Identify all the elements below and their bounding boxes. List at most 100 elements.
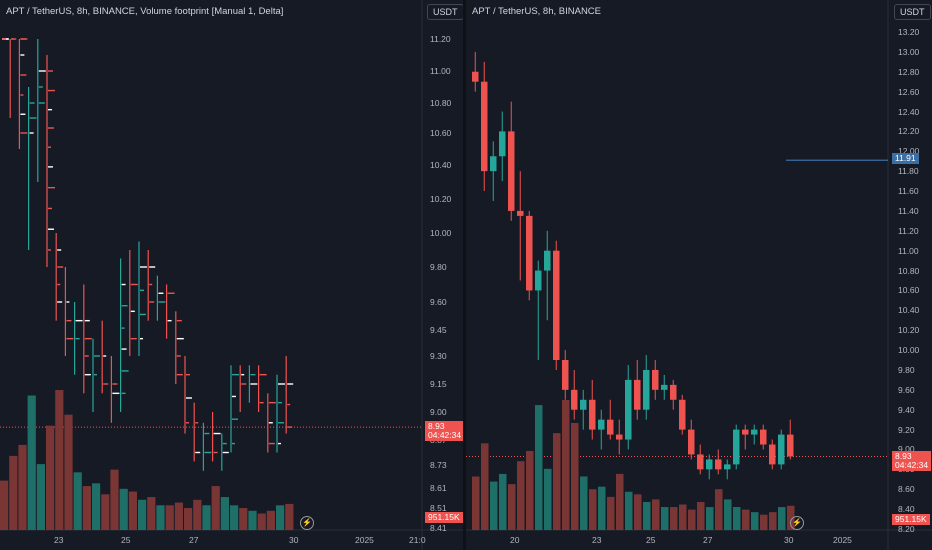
left-last-price-tag: 8.93 04:42:34 <box>425 421 465 441</box>
volume-bar <box>248 510 257 530</box>
price-tick-label: 8.61 <box>430 483 447 493</box>
volume-bar <box>239 508 248 530</box>
candle-body <box>706 459 713 470</box>
volume-bar <box>625 491 633 530</box>
price-tick-label: 12.00 <box>898 146 920 157</box>
price-tick-label: 9.15 <box>430 379 447 389</box>
volume-bar <box>661 507 669 530</box>
volume-bar <box>679 504 687 530</box>
candle-body <box>562 360 569 390</box>
volume-bar <box>589 489 597 530</box>
candle-body <box>742 429 749 435</box>
volume-bar <box>36 464 45 530</box>
candle-body <box>481 81 488 172</box>
candle-body <box>553 250 560 361</box>
price-tick-label: 9.40 <box>898 404 915 415</box>
time-tick-label: 23 <box>54 535 64 545</box>
footprint-chart-canvas[interactable] <box>0 0 464 550</box>
price-tick-label: 10.80 <box>898 265 920 276</box>
time-tick-label: 23 <box>592 535 602 545</box>
price-tick-label: 8.41 <box>430 523 447 533</box>
volume-bar <box>0 480 9 530</box>
price-tick-label: 9.45 <box>430 325 447 335</box>
candle-body <box>589 399 596 430</box>
candle-body <box>688 429 695 455</box>
volume-bar <box>202 505 211 530</box>
price-tick-label: 11.40 <box>898 205 919 216</box>
volume-bar <box>82 486 91 530</box>
volume-bar <box>706 507 714 530</box>
right-last-price-tag: 8.93 04:42:34 <box>892 451 932 471</box>
candle-body <box>670 384 677 400</box>
price-tick-label: 9.30 <box>430 351 447 361</box>
price-tick-label: 11.80 <box>898 166 919 177</box>
candle-body <box>643 369 650 410</box>
candlestick-chart-canvas[interactable] <box>466 0 932 550</box>
left-countdown: 04:42:34 <box>428 430 462 440</box>
lightning-icon[interactable]: ⚡ <box>300 516 314 530</box>
volume-bar <box>733 507 741 530</box>
price-tick-label: 10.60 <box>898 285 920 296</box>
candle-body <box>787 434 794 457</box>
right-currency-button[interactable]: USDT <box>894 4 931 20</box>
price-tick-label: 9.60 <box>430 297 447 307</box>
time-tick-label: 2025 <box>833 535 852 545</box>
price-tick-label: 8.40 <box>898 504 915 515</box>
candle-body <box>715 459 722 470</box>
volume-bar <box>751 512 759 530</box>
pane-divider[interactable] <box>463 0 466 550</box>
price-tick-label: 10.80 <box>430 98 452 108</box>
left-chart-legend[interactable]: APT / TetherUS, 8h, BINANCE, Volume foot… <box>6 6 284 17</box>
time-tick-label: 30 <box>784 535 794 545</box>
volume-bar <box>598 486 606 530</box>
volume-bar <box>119 488 128 530</box>
price-tick-label: 11.60 <box>898 186 919 197</box>
left-currency-button[interactable]: USDT <box>427 4 464 20</box>
price-tick-label: 13.20 <box>898 27 920 37</box>
volume-bar <box>643 501 651 530</box>
candle-body <box>652 369 659 390</box>
price-tick-label: 12.20 <box>898 126 920 137</box>
volume-bar <box>472 476 480 530</box>
lightning-icon[interactable]: ⚡ <box>790 516 804 530</box>
candle-body <box>580 399 587 410</box>
volume-bar <box>580 476 588 530</box>
volume-bar <box>769 512 777 530</box>
time-tick-label: 27 <box>189 535 199 545</box>
volume-bar <box>715 489 723 530</box>
candle-body <box>544 250 551 271</box>
volume-bar <box>257 513 266 530</box>
volume-bar <box>508 484 516 530</box>
right-chart-legend[interactable]: APT / TetherUS, 8h, BINANCE <box>472 6 602 17</box>
candle-body <box>778 434 785 465</box>
volume-bar <box>697 501 705 530</box>
time-tick-label: 20 <box>510 535 520 545</box>
volume-bar <box>616 473 624 530</box>
candle-body <box>508 131 515 211</box>
price-tick-label: 12.40 <box>898 106 920 117</box>
price-tick-label: 10.20 <box>898 325 920 336</box>
candle-body <box>607 419 614 435</box>
time-tick-label: 25 <box>121 535 131 545</box>
candle-body <box>499 131 506 157</box>
price-tick-label: 8.20 <box>898 524 915 534</box>
price-tick-label: 11.20 <box>898 225 919 236</box>
horizontal-line-price-tag: 11.91 <box>892 153 919 164</box>
left-chart-pane[interactable]: APT / TetherUS, 8h, BINANCE, Volume foot… <box>0 0 465 550</box>
candle-body <box>571 389 578 410</box>
right-chart-pane[interactable]: APT / TetherUS, 8h, BINANCE USDT 13.20 13… <box>466 0 932 550</box>
price-tick-label: 8.73 <box>430 460 447 470</box>
left-last-price: 8.93 <box>428 421 445 431</box>
volume-bar <box>230 505 239 530</box>
price-tick-label: 11.00 <box>898 245 919 256</box>
price-tick-label: 9.60 <box>898 384 915 395</box>
time-tick-label: 27 <box>703 535 713 545</box>
volume-bar <box>760 514 768 530</box>
volume-bar <box>571 422 579 530</box>
candle-body <box>697 454 704 470</box>
candle-body <box>517 210 524 216</box>
candle-body <box>733 429 740 465</box>
volume-bar <box>499 473 507 530</box>
price-tick-label: 12.80 <box>898 66 920 77</box>
volume-bar <box>55 390 64 530</box>
